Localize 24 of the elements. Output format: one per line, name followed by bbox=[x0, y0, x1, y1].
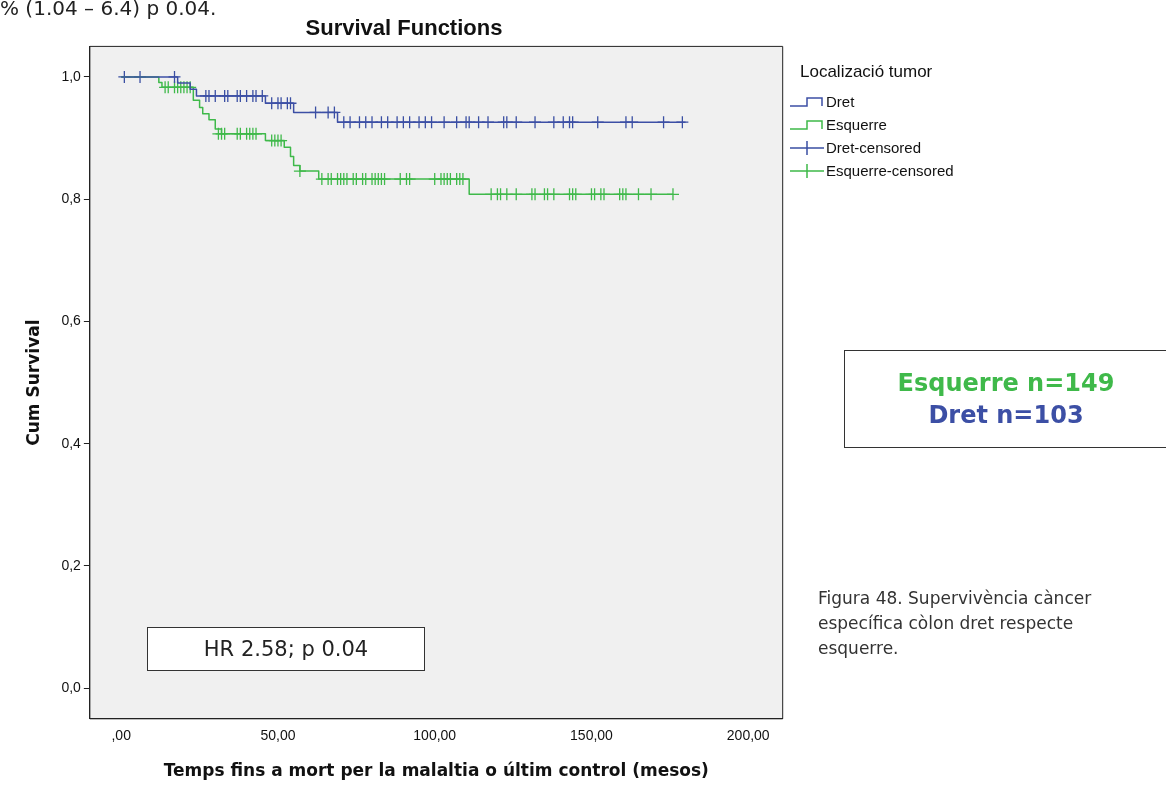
text: % (1.04 – 6.4) p 0.04. bbox=[0, 0, 217, 20]
legend-label: Esquerre-censored bbox=[826, 162, 954, 179]
x-tick-label: 50,00 bbox=[260, 727, 296, 744]
note-box: HR 2.58; p 0.04 bbox=[147, 627, 425, 671]
chart-title: Survival Functions bbox=[305, 15, 503, 41]
legend-title: Localizació tumor bbox=[800, 62, 934, 82]
x-tick-label: 100,00 bbox=[413, 727, 457, 744]
legend-label: Dret bbox=[826, 93, 855, 110]
legend-label: Esquerre bbox=[826, 116, 887, 133]
y-tick-label: 0,8 bbox=[61, 190, 82, 207]
x-tick-label: 200,00 bbox=[726, 727, 770, 744]
text: Dret n=103 bbox=[928, 400, 1084, 431]
y-tick-label: 1,0 bbox=[61, 67, 82, 84]
y-tick-label: 0,6 bbox=[61, 312, 82, 329]
x-axis-title: Temps fins a mort per la malaltia o últim control (mesos) bbox=[163, 760, 709, 781]
y-tick-label: 0,4 bbox=[61, 434, 82, 451]
y-tick-label: 0,0 bbox=[61, 679, 82, 696]
x-tick-label: 150,00 bbox=[570, 727, 614, 744]
y-axis-title: Cum Survival bbox=[22, 319, 43, 446]
legend-label: Dret-censored bbox=[826, 139, 922, 156]
text: Figura 48. Supervivència càncer específica còlon dret respecte esquerre. bbox=[818, 587, 1093, 660]
x-tick-label: ,00 bbox=[111, 727, 132, 744]
y-tick-label: 0,2 bbox=[61, 556, 82, 573]
text: Esquerre n=149 bbox=[897, 368, 1115, 399]
